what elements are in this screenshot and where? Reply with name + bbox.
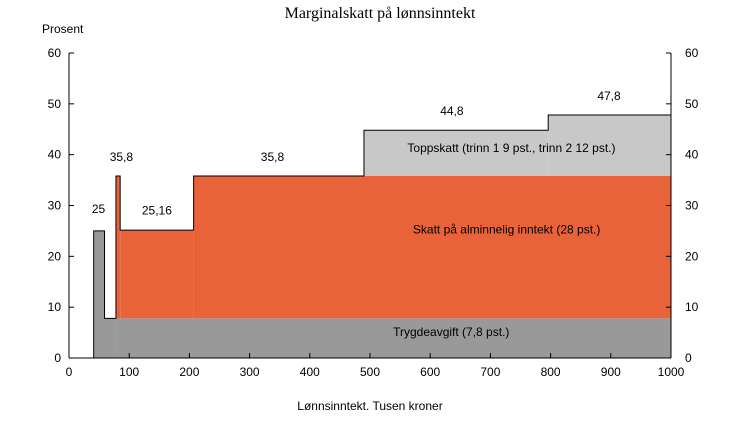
y-tick-label-right: 0 [685,351,692,365]
band-0-segment-1 [104,318,116,358]
x-axis-label: Lønnsinntekt. Tusen kroner [297,399,442,413]
x-tick-label: 1000 [658,365,685,379]
value-label: 47,8 [597,89,621,103]
y-tick-label-left: 50 [48,97,62,111]
value-label: 44,8 [440,104,464,118]
band-label: Toppskatt (trinn 1 9 pst., trinn 2 12 ps… [407,141,615,155]
value-label: 35,8 [110,150,134,164]
band-1-segment-1 [120,230,194,319]
y-tick-label-left: 10 [48,300,62,314]
y-tick-label-left: 20 [48,249,62,263]
y-tick-label-right: 40 [685,148,699,162]
band-label: Skatt på alminnelig inntekt (28 pst.) [413,222,600,236]
x-tick-label: 200 [179,365,199,379]
value-label: 25,16 [142,204,172,218]
value-label: 35,8 [261,150,285,164]
chart-title: Marginalskatt på lønnsinntekt [285,5,476,22]
band-1-segment-2 [193,176,671,319]
y-tick-label-left: 40 [48,148,62,162]
x-tick-label: 700 [480,365,500,379]
bands [93,115,672,358]
y-tick-label-left: 30 [48,199,62,213]
x-tick-label: 900 [601,365,621,379]
chart-labels: 25 35,8 25,16 35,8 44,8 47,8 Toppskatt (trinn … [92,89,621,339]
y-tick-label-right: 60 [685,46,699,60]
y-tick-label-left: 60 [48,46,62,60]
x-tick-label: 0 [66,365,73,379]
y-axis-label: Prosent [42,22,84,36]
y-tick-label-right: 50 [685,97,699,111]
band-2-segment-0 [363,130,549,177]
value-label: 25 [92,202,106,216]
x-tick-label: 100 [119,365,139,379]
x-tick-label: 600 [420,365,440,379]
x-tick-label: 800 [541,365,561,379]
y-tick-label-right: 10 [685,300,699,314]
y-tick-label-right: 30 [685,199,699,213]
x-tick-label: 300 [240,365,260,379]
band-0-segment-0 [93,230,105,358]
x-tick-label: 500 [360,365,380,379]
band-2-segment-1 [548,115,671,177]
band-0-segment-2 [115,318,672,358]
band-1-segment-0 [115,176,121,319]
x-tick-label: 400 [300,365,320,379]
band-label: Trygdeavgift (7,8 pst.) [393,325,509,339]
y-tick-label-right: 20 [685,249,699,263]
marginal-tax-outline [93,114,671,358]
y-tick-label-left: 0 [54,351,61,365]
